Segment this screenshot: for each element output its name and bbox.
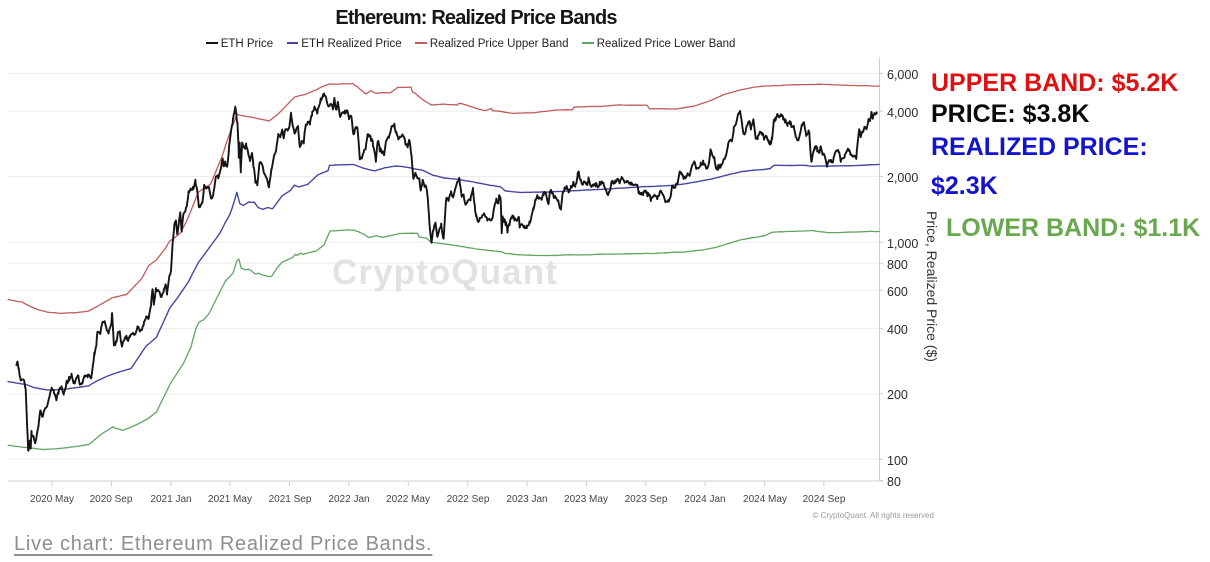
svg-text:CryptoQuant: CryptoQuant xyxy=(332,253,558,292)
